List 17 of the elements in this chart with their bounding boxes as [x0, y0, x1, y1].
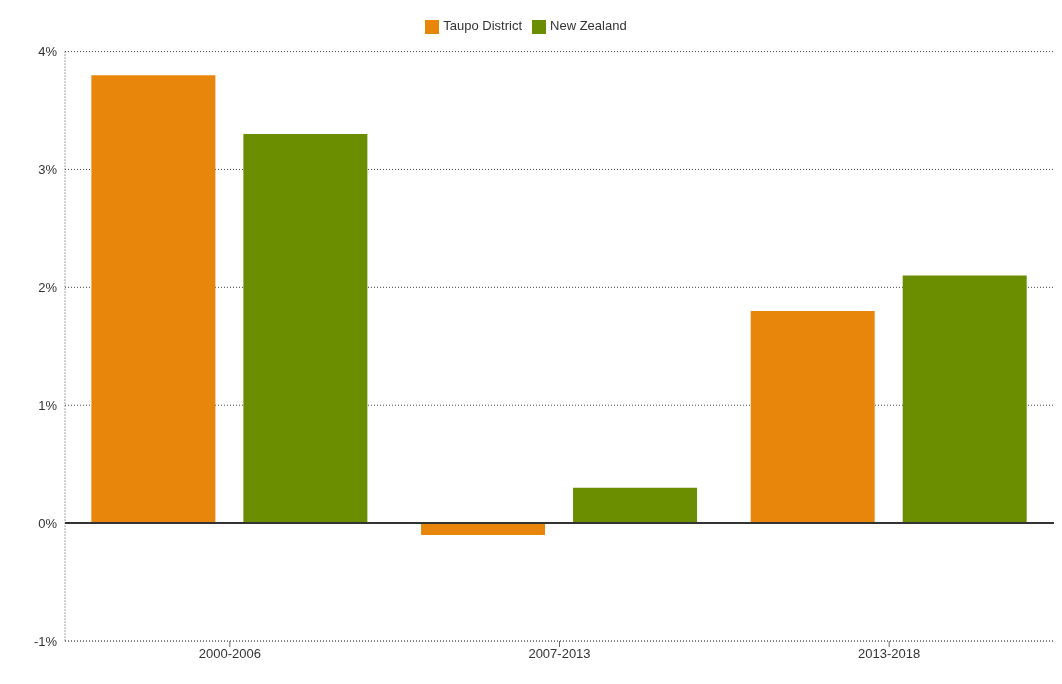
y-tick-label: -1%: [33, 633, 58, 649]
y-tick-label: 3%: [38, 162, 58, 178]
x-tick-label: 2013-2018: [858, 646, 921, 662]
y-tick-label: 0%: [38, 515, 58, 531]
y-tick-label: 4%: [38, 44, 58, 60]
bar: [421, 523, 546, 535]
y-tick-label: 1%: [38, 397, 58, 413]
bar: [573, 487, 698, 524]
y-tick-label: 2%: [38, 279, 58, 295]
legend-label: New Zealand: [550, 18, 627, 33]
bar: [243, 134, 368, 524]
bar: [750, 310, 875, 524]
x-tick-label: 2007-2013: [528, 646, 591, 662]
x-tick-label: 2000-2006: [198, 646, 261, 662]
bar: [902, 275, 1027, 524]
bar: [91, 75, 216, 524]
legend-label: Taupo District: [443, 18, 523, 33]
